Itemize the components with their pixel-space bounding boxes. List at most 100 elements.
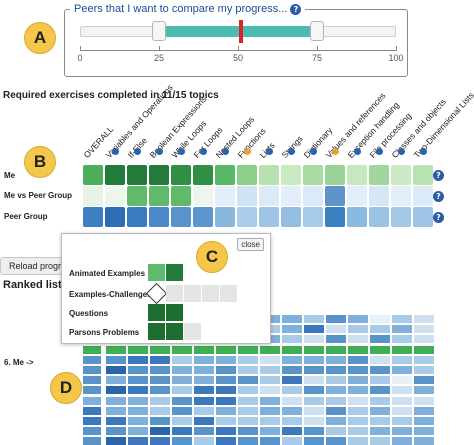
heatmap-cell[interactable] [150,396,170,405]
heatmap-cell[interactable] [414,335,434,344]
progress-cell[interactable] [347,165,367,185]
heatmap-cell[interactable] [370,345,390,354]
heatmap-cell[interactable] [260,437,280,445]
heatmap-cell[interactable] [172,355,192,364]
heatmap-cell[interactable] [282,315,302,323]
progress-cell[interactable] [281,207,301,227]
heatmap-cell[interactable] [150,437,170,445]
heatmap-cell[interactable] [83,406,101,415]
heatmap-cell[interactable] [106,437,126,445]
heatmap-cell[interactable] [414,406,434,415]
help-icon[interactable]: ? [290,4,302,15]
heatmap-cell[interactable] [370,396,390,405]
heatmap-cell[interactable] [216,386,236,395]
heatmap-cell[interactable] [282,345,302,354]
heatmap-cell[interactable] [238,345,258,354]
heatmap-cell[interactable] [370,366,390,374]
heatmap-cell[interactable] [216,345,236,354]
heatmap-cell[interactable] [194,406,214,415]
progress-cell[interactable] [105,207,125,227]
activity-cell[interactable] [202,285,219,302]
activity-cell[interactable] [166,323,183,340]
heatmap-cell[interactable] [370,315,390,323]
heatmap-cell[interactable] [304,406,324,415]
heatmap-cell[interactable] [414,345,434,354]
progress-cell[interactable] [149,165,169,185]
heatmap-cell[interactable] [150,386,170,395]
heatmap-cell[interactable] [216,417,236,425]
activity-cell[interactable] [148,264,165,281]
progress-cell[interactable] [105,186,125,206]
heatmap-cell[interactable] [348,386,368,395]
heatmap-cell[interactable] [348,427,368,436]
activity-cell[interactable] [166,304,183,321]
heatmap-cell[interactable] [348,315,368,323]
heatmap-cell[interactable] [304,355,324,364]
activity-cell[interactable] [148,304,165,321]
progress-cell[interactable] [303,165,323,185]
heatmap-cell[interactable] [238,437,258,445]
progress-cell[interactable] [171,207,191,227]
heatmap-cell[interactable] [172,345,192,354]
heatmap-cell[interactable] [216,427,236,436]
heatmap-cell[interactable] [172,437,192,445]
heatmap-cell[interactable] [392,376,412,385]
heatmap-cell[interactable] [150,406,170,415]
progress-cell[interactable] [281,165,301,185]
progress-cell[interactable] [149,207,169,227]
heatmap-cell[interactable] [282,427,302,436]
heatmap-cell[interactable] [83,396,101,405]
heatmap-cell[interactable] [83,345,101,354]
heatmap-cell[interactable] [392,345,412,354]
heatmap-cell[interactable] [83,355,101,364]
heatmap-cell[interactable] [348,396,368,405]
heatmap-cell[interactable] [370,417,390,425]
heatmap-cell[interactable] [282,335,302,344]
heatmap-cell[interactable] [326,325,346,334]
heatmap-cell[interactable] [128,396,148,405]
progress-cell[interactable] [347,186,367,206]
activity-cell[interactable] [166,264,183,281]
activity-cell[interactable] [166,285,183,302]
progress-cell[interactable] [325,186,345,206]
progress-cell[interactable] [193,186,213,206]
heatmap-cell[interactable] [172,376,192,385]
heatmap-cell[interactable] [348,376,368,385]
heatmap-cell[interactable] [304,366,324,374]
heatmap-cell[interactable] [326,345,346,354]
heatmap-cell[interactable] [304,427,324,436]
progress-cell[interactable] [215,165,235,185]
progress-cell[interactable] [83,165,103,185]
progress-cell[interactable] [259,207,279,227]
heatmap-cell[interactable] [150,417,170,425]
heatmap-cell[interactable] [370,406,390,415]
progress-cell[interactable] [171,165,191,185]
heatmap-cell[interactable] [326,355,346,364]
heatmap-cell[interactable] [304,396,324,405]
heatmap-cell[interactable] [150,366,170,374]
close-button[interactable]: close [237,238,264,251]
heatmap-cell[interactable] [414,396,434,405]
progress-cell[interactable] [83,186,103,206]
heatmap-cell[interactable] [128,427,148,436]
heatmap-cell[interactable] [304,325,324,334]
heatmap-cell[interactable] [216,355,236,364]
heatmap-cell[interactable] [128,366,148,374]
heatmap-cell[interactable] [392,437,412,445]
progress-cell[interactable] [413,207,433,227]
heatmap-cell[interactable] [83,386,101,395]
heatmap-cell[interactable] [370,335,390,344]
heatmap-cell[interactable] [83,376,101,385]
progress-cell[interactable] [193,207,213,227]
heatmap-cell[interactable] [194,345,214,354]
heatmap-cell[interactable] [414,437,434,445]
progress-cell[interactable] [127,165,147,185]
heatmap-cell[interactable] [260,355,280,364]
heatmap-cell[interactable] [326,417,346,425]
heatmap-cell[interactable] [370,325,390,334]
heatmap-cell[interactable] [106,427,126,436]
heatmap-cell[interactable] [216,437,236,445]
heatmap-cell[interactable] [216,406,236,415]
heatmap-cell[interactable] [414,355,434,364]
activity-cell[interactable] [148,323,165,340]
